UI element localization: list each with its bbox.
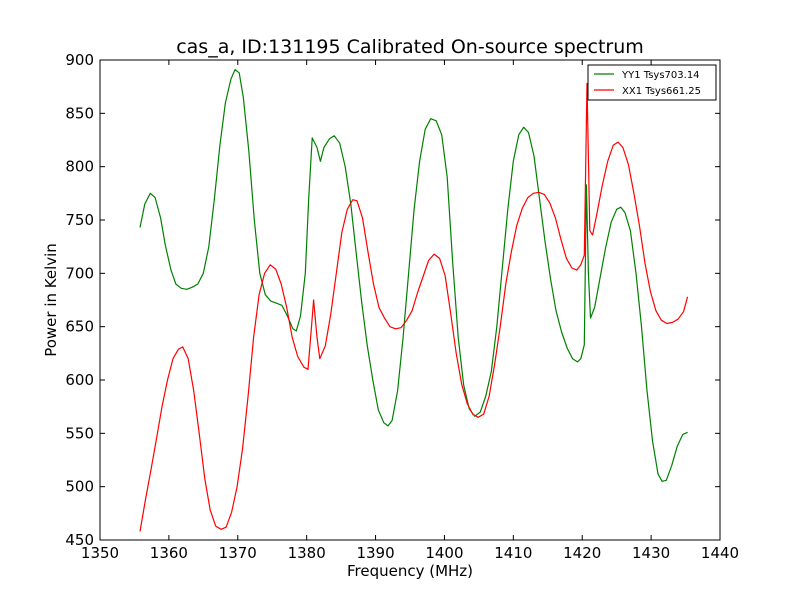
plot-frame <box>99 59 721 541</box>
x-tick-label-1410: 1410 <box>494 544 532 562</box>
y-tick-label-450: 450 <box>65 531 94 549</box>
ticks-layer: 1350 1360 1370 1380 1390 1400 1410 1420 1430 1440… <box>65 51 739 562</box>
x-tick-label-1400: 1400 <box>425 544 463 562</box>
y-tick-label-550: 550 <box>65 424 94 442</box>
series-layer <box>139 69 689 532</box>
legend-label-yy1: YY1 Tsys703.14 <box>621 70 700 81</box>
y-tick-label-650: 650 <box>65 318 94 336</box>
y-tick-label-900: 900 <box>65 51 94 69</box>
series-line-0 <box>139 69 688 482</box>
x-tick-label-1440: 1440 <box>701 544 739 562</box>
legend: YY1 Tsys703.14 XX1 Tsys661.25 <box>587 64 717 101</box>
y-tick-label-750: 750 <box>65 211 94 229</box>
series-line-1 <box>139 82 689 532</box>
legend-label-xx1: XX1 Tsys661.25 <box>622 86 701 97</box>
chart-title: cas_a, ID:131195 Calibrated On-source sp… <box>176 36 644 58</box>
y-tick-label-600: 600 <box>65 371 94 389</box>
x-tick-label-1380: 1380 <box>288 544 326 562</box>
y-tick-label-700: 700 <box>65 264 94 282</box>
x-tick-label-1390: 1390 <box>356 544 394 562</box>
x-tick-label-1420: 1420 <box>563 544 601 562</box>
y-axis-label: Power in Kelvin <box>42 243 60 357</box>
y-tick-label-850: 850 <box>65 104 94 122</box>
x-tick-label-1350: 1350 <box>81 544 119 562</box>
y-tick-label-800: 800 <box>65 158 94 176</box>
x-tick-label-1360: 1360 <box>150 544 188 562</box>
x-axis-label: Frequency (MHz) <box>347 562 473 580</box>
legend-box <box>587 64 717 101</box>
x-tick-label-1370: 1370 <box>219 544 257 562</box>
y-tick-label-500: 500 <box>65 478 94 496</box>
x-tick-label-1430: 1430 <box>632 544 670 562</box>
